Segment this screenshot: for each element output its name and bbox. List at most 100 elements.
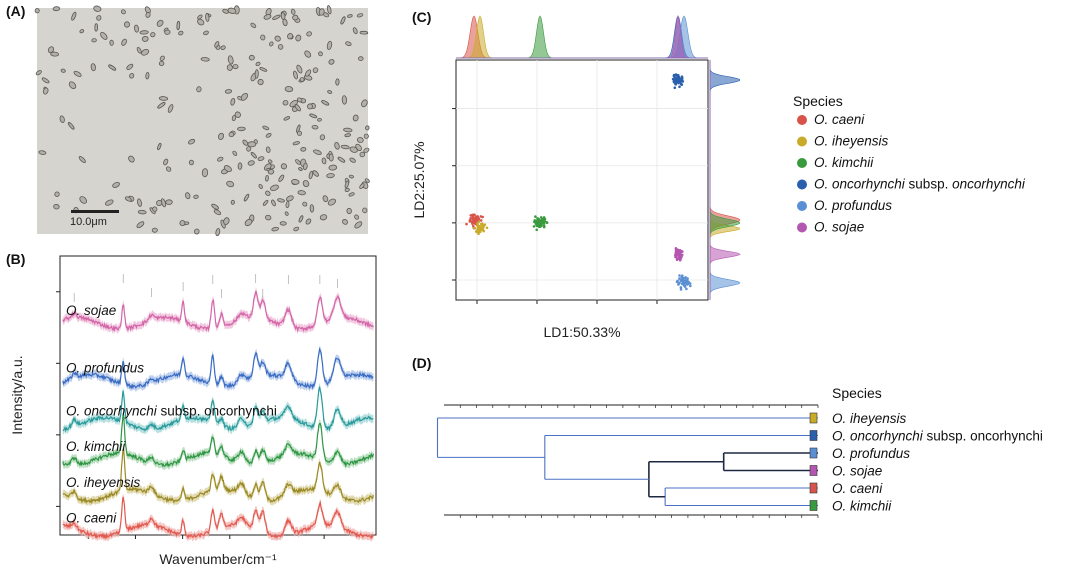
- cell: [344, 187, 350, 192]
- cell: [96, 15, 102, 21]
- cell: [280, 163, 287, 170]
- cell: [120, 9, 126, 15]
- cell: [223, 165, 232, 173]
- cell: [306, 31, 312, 37]
- cell: [326, 5, 332, 15]
- legend-label: O. sojae: [814, 220, 864, 235]
- cell: [223, 217, 230, 225]
- spectrum-series-label: O. kimchii: [66, 439, 126, 454]
- lda-point: [479, 219, 483, 222]
- lda-point: [676, 279, 679, 283]
- cell: [290, 8, 296, 15]
- cell: [348, 192, 355, 197]
- cell: [227, 7, 237, 14]
- cell: [361, 99, 368, 108]
- cell: [305, 218, 312, 225]
- lda-right-densities: [709, 60, 741, 300]
- lda-point: [672, 79, 676, 83]
- cell: [326, 40, 333, 50]
- lda-point: [679, 286, 683, 289]
- spectra-series: O. caeni O. iheyensis O. kimchii O. oncorhy…: [62, 287, 374, 542]
- lda-point: [688, 282, 692, 285]
- cell: [274, 35, 281, 42]
- cell: [234, 111, 241, 118]
- cell: [134, 24, 139, 33]
- lda-point: [476, 227, 479, 231]
- lda-point: [678, 277, 681, 280]
- cell: [272, 14, 281, 20]
- cell: [363, 133, 369, 139]
- lda-point: [684, 281, 688, 284]
- cell: [267, 169, 275, 175]
- legend-marker: [797, 201, 807, 211]
- spectrum-series-label: O. iheyensis: [66, 475, 141, 490]
- cell: [321, 100, 330, 106]
- cell: [293, 226, 300, 232]
- cell: [156, 19, 164, 27]
- cell: [184, 192, 191, 200]
- legend-label: O. oncorhynchi subsp. oncorhynchi: [814, 177, 1026, 192]
- cell: [164, 29, 171, 35]
- cell: [126, 63, 134, 71]
- dendrogram-legend-title: Species: [832, 385, 882, 401]
- cell: [215, 228, 221, 237]
- panel-c: (C) LD1:50.33% LD2:25.07% Species O. cae…: [411, 9, 1026, 340]
- cell: [112, 181, 120, 188]
- cell: [265, 190, 271, 196]
- cell: [232, 64, 239, 70]
- cell: [35, 70, 42, 76]
- cell: [150, 32, 156, 38]
- leaf-color-box: [809, 447, 818, 459]
- cell: [356, 137, 364, 143]
- cell: [159, 55, 165, 61]
- lda-point: [674, 79, 678, 82]
- lda-point: [465, 222, 468, 226]
- cell: [334, 142, 340, 150]
- lda-points: [465, 73, 692, 291]
- leaf-label-italic: O. profundus: [832, 446, 910, 461]
- cell: [318, 8, 325, 16]
- cell: [247, 160, 255, 166]
- spectra-y-axis-label: Intensity/a.u.: [9, 355, 25, 434]
- cell: [179, 220, 186, 227]
- lda-point: [542, 224, 546, 228]
- cell: [226, 64, 233, 71]
- lda-point: [545, 221, 549, 224]
- dendrogram-tree: [436, 417, 818, 507]
- lda-point: [678, 85, 681, 89]
- panel-a-label: (A): [6, 3, 25, 19]
- top-density: [456, 15, 708, 59]
- cell: [259, 67, 268, 72]
- cell: [201, 168, 209, 178]
- cell: [348, 174, 354, 179]
- cell: [228, 131, 235, 138]
- top-density: [456, 14, 708, 59]
- cell: [128, 155, 135, 163]
- spectrum-line: [62, 347, 374, 390]
- cell: [52, 6, 61, 12]
- cell: [263, 14, 272, 20]
- lda-point: [479, 226, 482, 229]
- lda-y-axis-label: LD2:25.07%: [411, 141, 427, 218]
- lda-legend: O. caeni O. iheyensis O. kimchii O. oncorhy…: [797, 112, 1026, 235]
- lda-point: [535, 228, 538, 232]
- cell: [319, 134, 326, 141]
- cell: [313, 149, 322, 155]
- cell: [337, 156, 346, 163]
- cell: [345, 41, 352, 47]
- leaf-label-italic: O. oncorhynchi: [832, 429, 924, 444]
- cell: [342, 219, 348, 225]
- panel-a: (A) 10.0μm: [6, 3, 370, 237]
- leaf-label: O. oncorhynchi subsp. oncorhynchi: [832, 429, 1043, 444]
- lda-point: [471, 224, 475, 228]
- lda-point: [686, 277, 689, 280]
- cell: [352, 27, 358, 35]
- cell: [327, 198, 337, 206]
- lda-legend-title: Species: [793, 93, 843, 109]
- cell: [265, 214, 272, 221]
- cell: [158, 96, 169, 101]
- cell: [79, 29, 85, 34]
- cell: [295, 34, 302, 42]
- legend-label-plain: subsp.: [905, 177, 949, 192]
